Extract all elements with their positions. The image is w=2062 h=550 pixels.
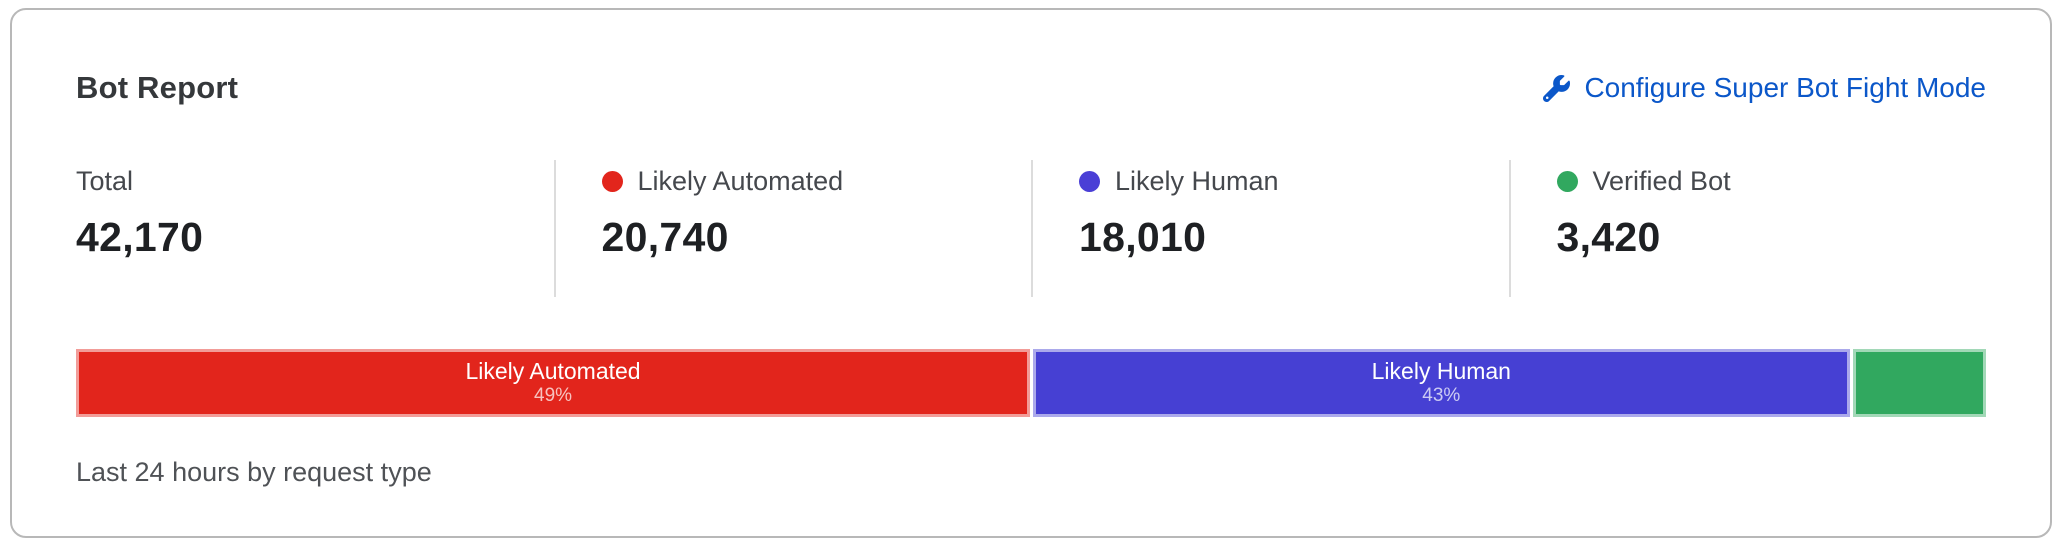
card-header: Bot Report Configure Super Bot Fight Mod… <box>76 70 1986 106</box>
stat-likely-human-value: 18,010 <box>1079 214 1207 260</box>
stacked-bar: Likely Automated 49% Likely Human 43% <box>76 349 1987 417</box>
bar-segment-likely-human: Likely Human 43% <box>1033 349 1850 417</box>
bar-segment-percent: 43% <box>1422 385 1461 407</box>
stat-likely-human: Likely Human 18,010 <box>1031 160 1509 297</box>
bar-segment-verified-bot <box>1852 349 1987 417</box>
stat-verified-bot: Verified Bot 3,420 <box>1508 160 1987 297</box>
configure-super-bot-fight-mode-link[interactable]: Configure Super Bot Fight Mode <box>1543 72 1986 104</box>
verified-bot-dot-icon <box>1556 171 1578 192</box>
stat-likely-automated: Likely Automated 20,740 <box>553 160 1032 297</box>
stat-verified-bot-label: Verified Bot <box>1592 166 1731 196</box>
stat-total-value: 42,170 <box>76 214 204 260</box>
bar-segment-likely-automated: Likely Automated 49% <box>76 349 1031 417</box>
stat-total-label: Total <box>76 166 134 196</box>
bot-report-card: Bot Report Configure Super Bot Fight Mod… <box>10 8 2052 538</box>
stat-likely-automated-value: 20,740 <box>601 214 729 260</box>
bar-segment-label: Likely Human <box>1371 357 1511 384</box>
bar-segment-percent: 49% <box>534 385 573 407</box>
stat-verified-bot-value: 3,420 <box>1556 214 1661 260</box>
configure-link-label: Configure Super Bot Fight Mode <box>1584 72 1986 103</box>
likely-automated-dot-icon <box>601 171 623 192</box>
stat-likely-automated-label: Likely Automated <box>637 166 844 196</box>
bar-segment-label: Likely Automated <box>465 357 641 384</box>
wrench-icon <box>1543 74 1571 102</box>
stat-total: Total 42,170 <box>76 160 554 297</box>
stat-likely-human-label: Likely Human <box>1115 166 1279 196</box>
likely-human-dot-icon <box>1079 171 1100 192</box>
timeframe-caption: Last 24 hours by request type <box>76 457 432 487</box>
page-title: Bot Report <box>76 70 239 105</box>
stats-row: Total 42,170 Likely Automated 20,740 Lik… <box>76 160 1986 297</box>
